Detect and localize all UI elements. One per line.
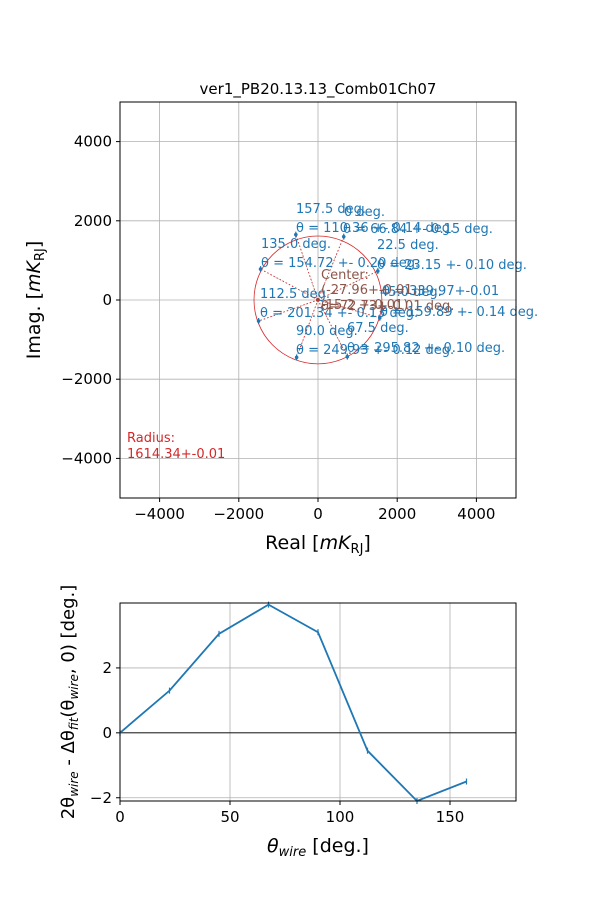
radius-label-title: Radius: (127, 431, 175, 446)
data-point (258, 267, 263, 271)
center-label-title: Center: (321, 268, 369, 283)
polar-circle-layer (253, 234, 383, 365)
radius-label-value: 1614.34+-0.01 (127, 447, 225, 462)
polar-x-tick-label: 0 (313, 505, 323, 523)
polar-x-tick-label: −4000 (134, 505, 185, 523)
polar-chart: ver1_PB20.13.13_Comb01Ch07 −4000 −2000 0 20… (23, 80, 538, 557)
offset-line (258, 299, 319, 322)
polar-points (256, 231, 382, 361)
residual-y-tick-label: 0 (102, 724, 112, 742)
fit-angle-label: θ = 201.34 +- 0.13 deg. (260, 306, 418, 321)
polar-ticks: −4000 −2000 0 2000 4000 −4000 −2000 0 2000 4000 (61, 133, 495, 523)
data-point (294, 355, 299, 360)
polar-grid (120, 102, 516, 498)
fit-circle (253, 235, 383, 365)
polar-y-tick-label: −4000 (61, 449, 112, 467)
data-point (375, 269, 380, 273)
polar-plot-frame (119, 101, 517, 499)
data-point (341, 234, 346, 239)
residual-chart: 0 50 100 150−202 θwire [deg.] 2θwire - Δθfi… (58, 585, 517, 860)
wire-angle-label: 0 deg. (344, 205, 385, 220)
residual-series (119, 601, 468, 804)
residual-ticks: 0 50 100 150−202 (90, 659, 464, 826)
center-label-y: -15.2 +-0.01) (321, 298, 408, 313)
residual-line (119, 603, 467, 803)
residual-y-axis-label: 2θwire - Δθfit(θwire, 0) [deg.] (58, 585, 81, 820)
residual-plot-frame (119, 602, 517, 802)
data-point (294, 232, 298, 237)
residual-x-tick-label: 50 (220, 808, 239, 826)
offset-line (260, 268, 319, 301)
polar-y-tick-label: −2000 (61, 370, 112, 388)
data-point (256, 319, 261, 323)
polar-chart-title: ver1_PB20.13.13_Comb01Ch07 (200, 80, 437, 99)
residual-grid (119, 603, 516, 801)
residual-x-tick-label: 100 (326, 808, 355, 826)
wire-angle-label: 45.0 deg. (380, 285, 442, 300)
polar-labels: 0 deg. θ = 66.84 +- 0.15 deg.22.5 deg. θ =… (127, 202, 538, 462)
polar-x-tick-label: −2000 (213, 505, 264, 523)
residual-y-tick-label: 2 (102, 659, 112, 677)
fit-angle-label: θ = 339.97+-0.01 (382, 284, 499, 299)
fit-angle-label: θ = 66.84 +- 0.15 deg. (343, 222, 493, 237)
polar-x-tick-label: 2000 (378, 505, 416, 523)
wire-angle-label: 90.0 deg. (296, 324, 358, 339)
residual-x-axis-label: θwire [deg.] (267, 835, 369, 860)
radius-line (317, 270, 378, 301)
residual-y-tick-label: −2 (90, 789, 112, 807)
polar-y-tick-label: 2000 (74, 212, 112, 230)
offset-line (317, 299, 380, 319)
offset-line (317, 236, 345, 301)
fit-angle-label-overlap: θ = 159.89 +- 0.14 deg. (380, 305, 538, 320)
polar-y-tick-label: 0 (102, 291, 112, 309)
fit-angle-label: θ = 23.15 +- 0.10 deg. (377, 258, 527, 273)
fit-angle-label: θ = 295.82 +- 0.10 deg. (347, 341, 505, 356)
wire-angle-label: 112.5 deg. (260, 287, 330, 302)
polar-x-tick-label: 4000 (457, 505, 495, 523)
polar-y-tick-label: 4000 (74, 133, 112, 151)
wire-angle-label: 157.5 deg. (296, 202, 366, 217)
offset-angle-label: θ=72.73+-0.01 deg. (321, 299, 454, 314)
radius-line (295, 234, 319, 301)
fit-angle-label: θ = 249.93 +- 0.12 deg. (296, 343, 454, 358)
residual-x-tick-label: 0 (115, 808, 125, 826)
center-label-x: (-27.96+-0.01, (321, 283, 417, 298)
fit-angle-label: θ = 154.72 +- 0.20 deg. (261, 256, 419, 271)
polar-x-axis-label: Real [mKRJ] (265, 532, 371, 557)
data-point (377, 316, 382, 320)
fit-angle-label: θ = 110.36 +- 0.14 deg. (296, 221, 454, 236)
wire-angle-label: 22.5 deg. (377, 238, 439, 253)
wire-angle-label: 67.5 deg. (347, 321, 409, 336)
residual-x-tick-label: 150 (436, 808, 465, 826)
polar-y-axis-label: Imag. [mKRJ] (23, 241, 48, 360)
data-point (345, 354, 350, 359)
radius-line (317, 299, 348, 357)
wire-angle-label: 135.0 deg. (261, 237, 331, 252)
